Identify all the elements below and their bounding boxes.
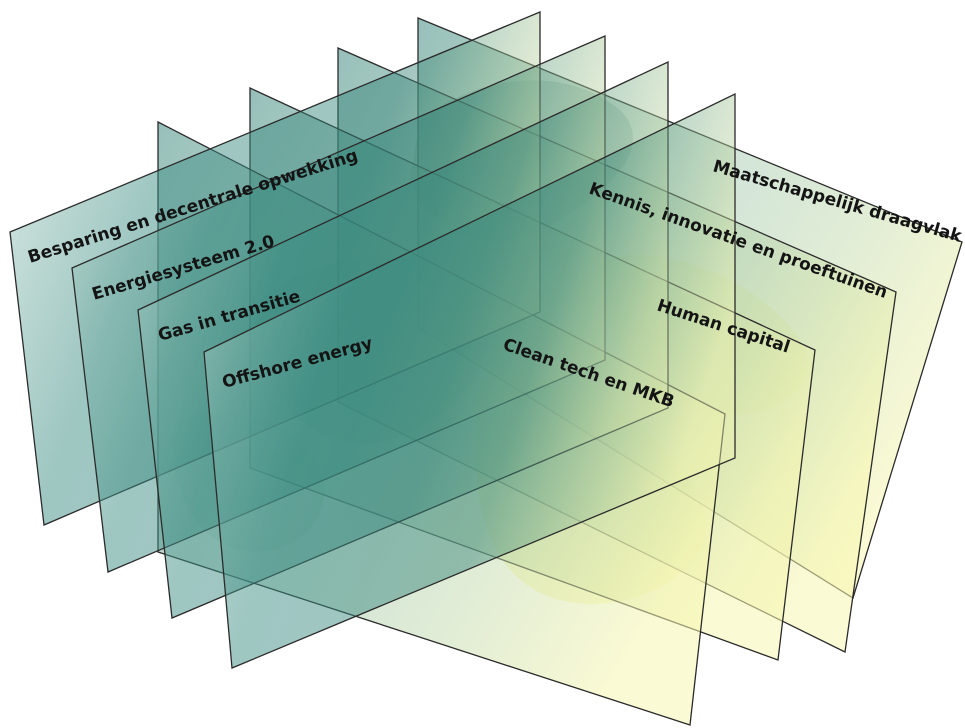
left-plane xyxy=(203,92,736,669)
left-plane-group xyxy=(9,11,736,669)
